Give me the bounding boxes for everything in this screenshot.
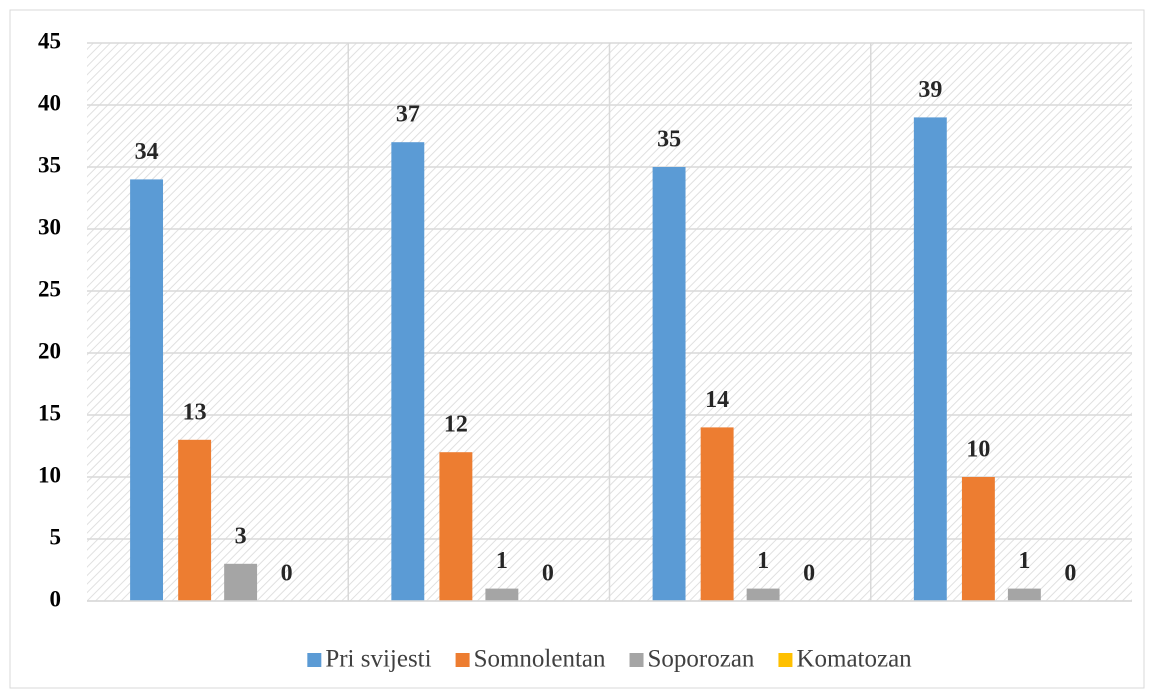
bar (746, 588, 780, 601)
data-label: 0 (281, 561, 293, 587)
legend-swatch (778, 653, 793, 667)
legend-swatch (455, 653, 470, 667)
y-tick-label: 15 (38, 400, 61, 425)
legend-label: Komatozan (796, 646, 912, 673)
y-tick-label: 45 (38, 28, 61, 53)
y-tick-label: 35 (38, 152, 61, 177)
bar (391, 142, 425, 601)
bar (913, 117, 947, 602)
y-tick-label: 5 (50, 524, 62, 549)
bar (439, 452, 473, 601)
bar (652, 167, 686, 601)
y-tick-label: 20 (38, 338, 61, 363)
data-label: 10 (966, 437, 990, 463)
data-label: 1 (496, 548, 508, 574)
data-label: 0 (803, 561, 815, 587)
legend-label: Soporozan (648, 646, 755, 673)
data-label: 1 (1018, 548, 1030, 574)
bar (961, 477, 995, 601)
legend-swatch (629, 653, 644, 667)
data-label: 3 (235, 523, 247, 549)
data-label: 13 (183, 399, 207, 425)
data-label: 1 (757, 548, 769, 574)
bar (700, 427, 734, 601)
data-label: 14 (705, 387, 729, 413)
data-label: 0 (542, 561, 554, 587)
data-label: 35 (657, 127, 681, 153)
bar (1007, 588, 1041, 601)
legend-label: Pri svijesti (325, 646, 431, 673)
y-tick-label: 10 (38, 462, 61, 487)
bar (130, 179, 164, 601)
bar (485, 588, 519, 601)
data-label: 34 (135, 139, 159, 165)
bar (224, 563, 258, 601)
bar (178, 439, 212, 601)
legend-swatch (307, 653, 322, 667)
data-label: 0 (1064, 561, 1076, 587)
y-tick-label: 40 (38, 90, 61, 115)
y-tick-label: 30 (38, 214, 61, 239)
data-label: 12 (444, 412, 468, 438)
data-label: 37 (396, 102, 420, 128)
y-tick-label: 25 (38, 276, 61, 301)
legend-label: Somnolentan (474, 646, 606, 673)
data-label: 39 (918, 77, 942, 103)
y-tick-label: 0 (50, 586, 62, 611)
